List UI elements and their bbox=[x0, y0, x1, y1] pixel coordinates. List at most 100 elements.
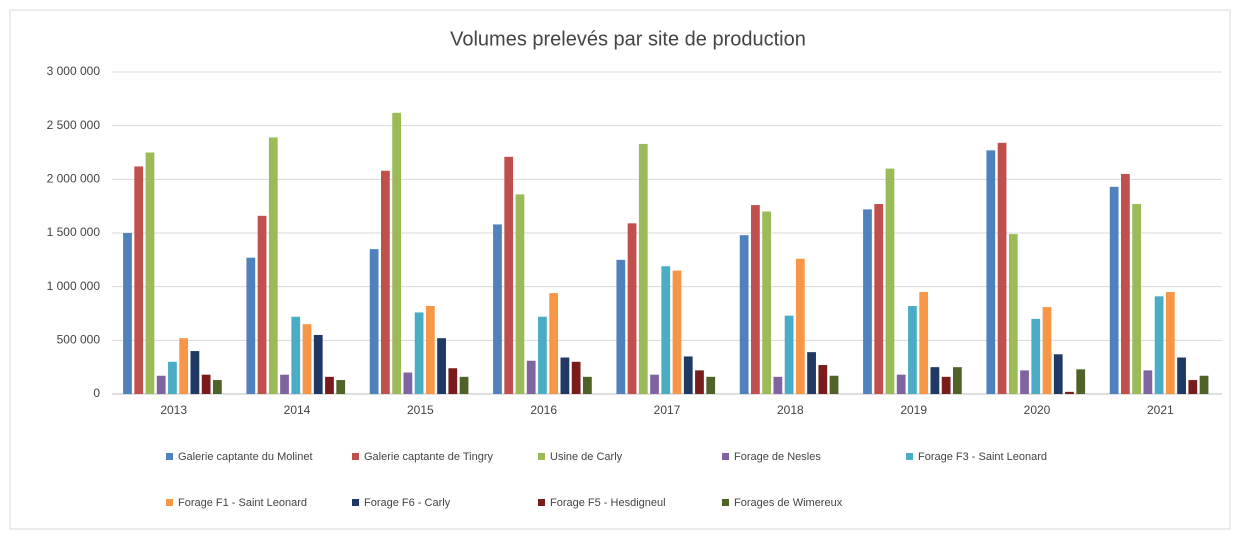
bar bbox=[145, 152, 155, 394]
bar bbox=[313, 334, 323, 394]
bar bbox=[874, 204, 884, 394]
bar bbox=[381, 170, 390, 394]
y-tick-label: 3 000 000 bbox=[47, 64, 101, 78]
bar bbox=[515, 194, 525, 394]
bar bbox=[268, 137, 278, 394]
bar bbox=[627, 223, 637, 394]
legend-swatch bbox=[906, 453, 913, 460]
bar bbox=[941, 376, 951, 394]
y-tick-label: 1 500 000 bbox=[47, 225, 101, 239]
bar bbox=[392, 112, 402, 394]
bar bbox=[1199, 375, 1209, 394]
legend-label: Galerie captante du Molinet bbox=[178, 451, 313, 463]
bar bbox=[739, 235, 749, 394]
legend-swatch bbox=[538, 499, 545, 506]
bar bbox=[908, 305, 917, 394]
y-tick-label: 2 500 000 bbox=[47, 118, 101, 132]
bar bbox=[683, 356, 693, 394]
x-tick-label: 2018 bbox=[777, 403, 804, 417]
bar bbox=[706, 376, 716, 394]
bar bbox=[1031, 318, 1041, 394]
bar bbox=[526, 360, 536, 394]
bar bbox=[1042, 307, 1052, 394]
bar bbox=[773, 376, 783, 394]
bar bbox=[751, 205, 760, 394]
legend-label: Usine de Carly bbox=[550, 451, 623, 463]
legend-swatch bbox=[166, 499, 173, 506]
y-tick-label: 500 000 bbox=[57, 333, 101, 347]
x-tick-label: 2020 bbox=[1024, 403, 1051, 417]
bar bbox=[560, 357, 570, 394]
bar bbox=[168, 361, 177, 394]
bar bbox=[190, 351, 200, 394]
bar bbox=[538, 316, 547, 394]
legend-label: Forage F5 - Hesdigneul bbox=[550, 497, 666, 509]
x-tick-label: 2014 bbox=[284, 403, 311, 417]
bar bbox=[1121, 173, 1130, 394]
bar bbox=[302, 324, 312, 394]
bar bbox=[1143, 370, 1153, 394]
bar bbox=[493, 224, 502, 394]
bar bbox=[325, 376, 334, 394]
bar bbox=[1053, 354, 1063, 394]
bar bbox=[997, 142, 1007, 394]
bar bbox=[582, 376, 592, 394]
bar bbox=[818, 365, 828, 394]
bar bbox=[896, 374, 906, 394]
bar bbox=[437, 338, 446, 394]
bar bbox=[201, 374, 211, 394]
bar bbox=[549, 293, 559, 394]
x-tick-label: 2016 bbox=[530, 403, 557, 417]
bar bbox=[661, 266, 671, 394]
bar bbox=[986, 150, 996, 394]
bar bbox=[863, 209, 872, 394]
bar bbox=[156, 375, 166, 394]
x-tick-label: 2017 bbox=[654, 403, 681, 417]
bar bbox=[1065, 391, 1074, 394]
bar bbox=[1109, 186, 1119, 394]
bar bbox=[795, 258, 805, 394]
legend-swatch bbox=[722, 453, 729, 460]
legend-swatch bbox=[166, 453, 173, 460]
bar bbox=[369, 249, 379, 394]
legend-label: Forages de Wimereux bbox=[734, 497, 843, 509]
x-tick-label: 2019 bbox=[900, 403, 927, 417]
bar bbox=[829, 375, 839, 394]
y-tick-label: 0 bbox=[93, 386, 100, 400]
bar bbox=[930, 367, 940, 394]
bar bbox=[414, 312, 424, 394]
x-tick-label: 2013 bbox=[160, 403, 187, 417]
legend-label: Forage F1 - Saint Leonard bbox=[178, 497, 307, 509]
bar bbox=[762, 211, 772, 394]
bar bbox=[123, 233, 132, 394]
bar bbox=[1076, 369, 1086, 394]
bar bbox=[672, 270, 682, 394]
y-tick-label: 2 000 000 bbox=[47, 172, 101, 186]
bar bbox=[616, 259, 626, 394]
bar bbox=[1008, 234, 1018, 394]
bar bbox=[695, 370, 704, 394]
legend-swatch bbox=[538, 453, 545, 460]
bar bbox=[425, 305, 435, 394]
legend-label: Forage F6 - Carly bbox=[364, 497, 451, 509]
bar bbox=[179, 338, 189, 394]
bar bbox=[650, 374, 659, 394]
legend-label: Galerie captante de Tingry bbox=[364, 451, 494, 463]
bar bbox=[280, 374, 289, 394]
bar bbox=[1154, 296, 1164, 394]
bar bbox=[257, 215, 267, 394]
bar bbox=[919, 292, 929, 394]
bar bbox=[885, 168, 895, 394]
legend-swatch bbox=[722, 499, 729, 506]
bar bbox=[212, 380, 222, 394]
legend-label: Forage F3 - Saint Leonard bbox=[918, 451, 1047, 463]
x-tick-label: 2015 bbox=[407, 403, 434, 417]
x-tick-label: 2021 bbox=[1147, 403, 1174, 417]
bar bbox=[638, 143, 648, 394]
bar bbox=[336, 380, 346, 394]
bar bbox=[784, 315, 794, 394]
legend-label: Forage de Nesles bbox=[734, 451, 821, 463]
bar bbox=[448, 368, 458, 394]
legend-swatch bbox=[352, 453, 359, 460]
